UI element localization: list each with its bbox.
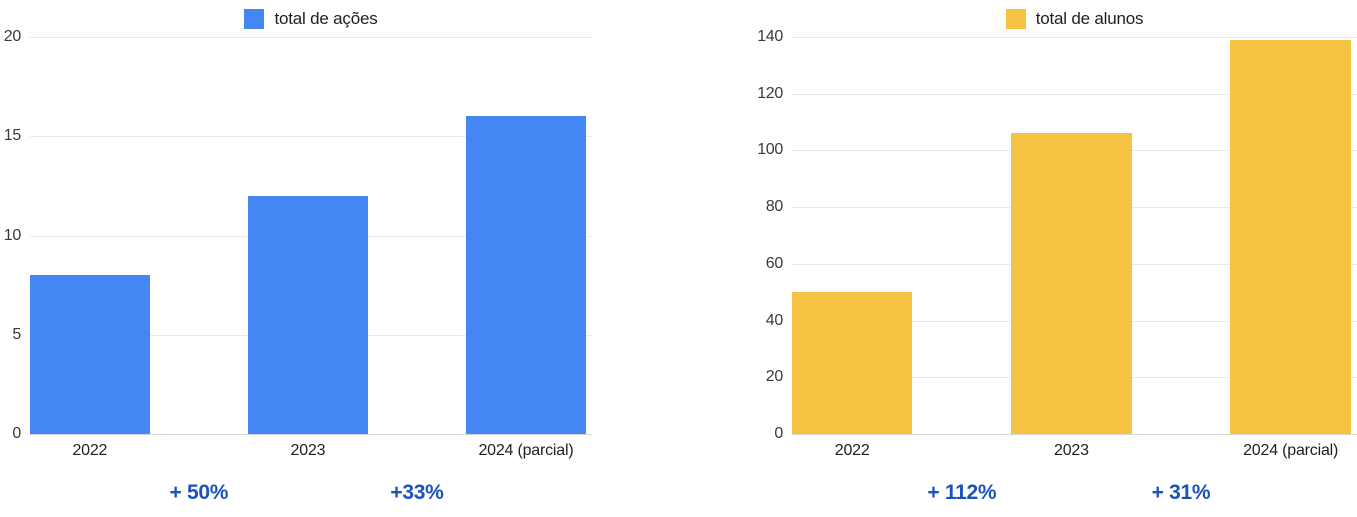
legend: total de ações [30,0,592,37]
growth-annotation: + 112% [927,481,997,504]
y-tick-label: 0 [774,425,783,442]
bar-2022 [792,292,913,434]
y-tick-label: 15 [3,127,22,145]
legend-swatch-icon [244,8,265,29]
legend-swatch-icon [1005,8,1026,29]
x-axis-label: 2024 (parcial) [1243,442,1339,459]
gridline [30,136,592,138]
x-axis-label: 2023 [290,442,326,459]
chart-body: total de ações 0 5 10 15 20 2022 2023 2024 (pa… [4,0,592,508]
growth-annotations: + 112% + 31% [792,478,1357,508]
y-tick-label: 120 [757,84,783,102]
y-tick-label: 20 [765,368,784,386]
y-tick-label: 60 [765,254,784,272]
axis-baseline [30,434,592,435]
y-tick-label: 5 [12,325,21,343]
x-axis-label: 2022 [834,442,870,459]
bar-2022 [30,275,150,434]
x-axis-label: 2023 [1053,442,1089,459]
gridline [792,37,1357,38]
y-tick-label: 0 [12,425,21,442]
y-tick-label: 20 [3,28,22,45]
growth-annotations: + 50% +33% [30,478,592,508]
gridline [30,37,592,38]
chart-body: total de alunos 0 20 40 60 80 100 120 140 2022 2… [757,0,1357,508]
growth-annotation: +33% [390,481,444,504]
bar-2023 [1011,133,1132,434]
x-axis-labels: 2022 2023 2024 (parcial) [30,438,592,464]
legend: total de alunos [792,0,1357,37]
chart-total-de-acoes: total de ações 0 5 10 15 20 2022 2023 2024 (pa… [0,0,592,517]
y-tick-label: 10 [3,226,22,244]
growth-annotation: + 31% [1151,481,1211,504]
legend-label: total de alunos [1035,8,1144,28]
x-axis-label: 2024 (parcial) [478,442,574,459]
y-tick-label: 40 [765,311,784,329]
axis-baseline [792,434,1357,435]
gridline [792,93,1357,95]
x-axis-labels: 2022 2023 2024 (parcial) [792,438,1357,464]
legend-label: total de ações [274,8,378,28]
bar-2024-parcial- [1230,39,1351,434]
growth-annotation: + 50% [169,481,229,504]
chart-total-de-alunos: total de alunos 0 20 40 60 80 100 120 140 2022 2… [737,0,1357,517]
y-tick-label: 140 [757,28,783,45]
bar-2024-parcial- [466,116,586,434]
y-tick-label: 100 [757,141,783,159]
plot-area: 0 20 40 60 80 100 120 140 [757,29,1357,442]
y-tick-label: 80 [765,198,784,216]
plot-area: 0 5 10 15 20 [4,29,592,442]
x-axis-label: 2022 [72,442,108,459]
bar-2023 [248,195,368,434]
